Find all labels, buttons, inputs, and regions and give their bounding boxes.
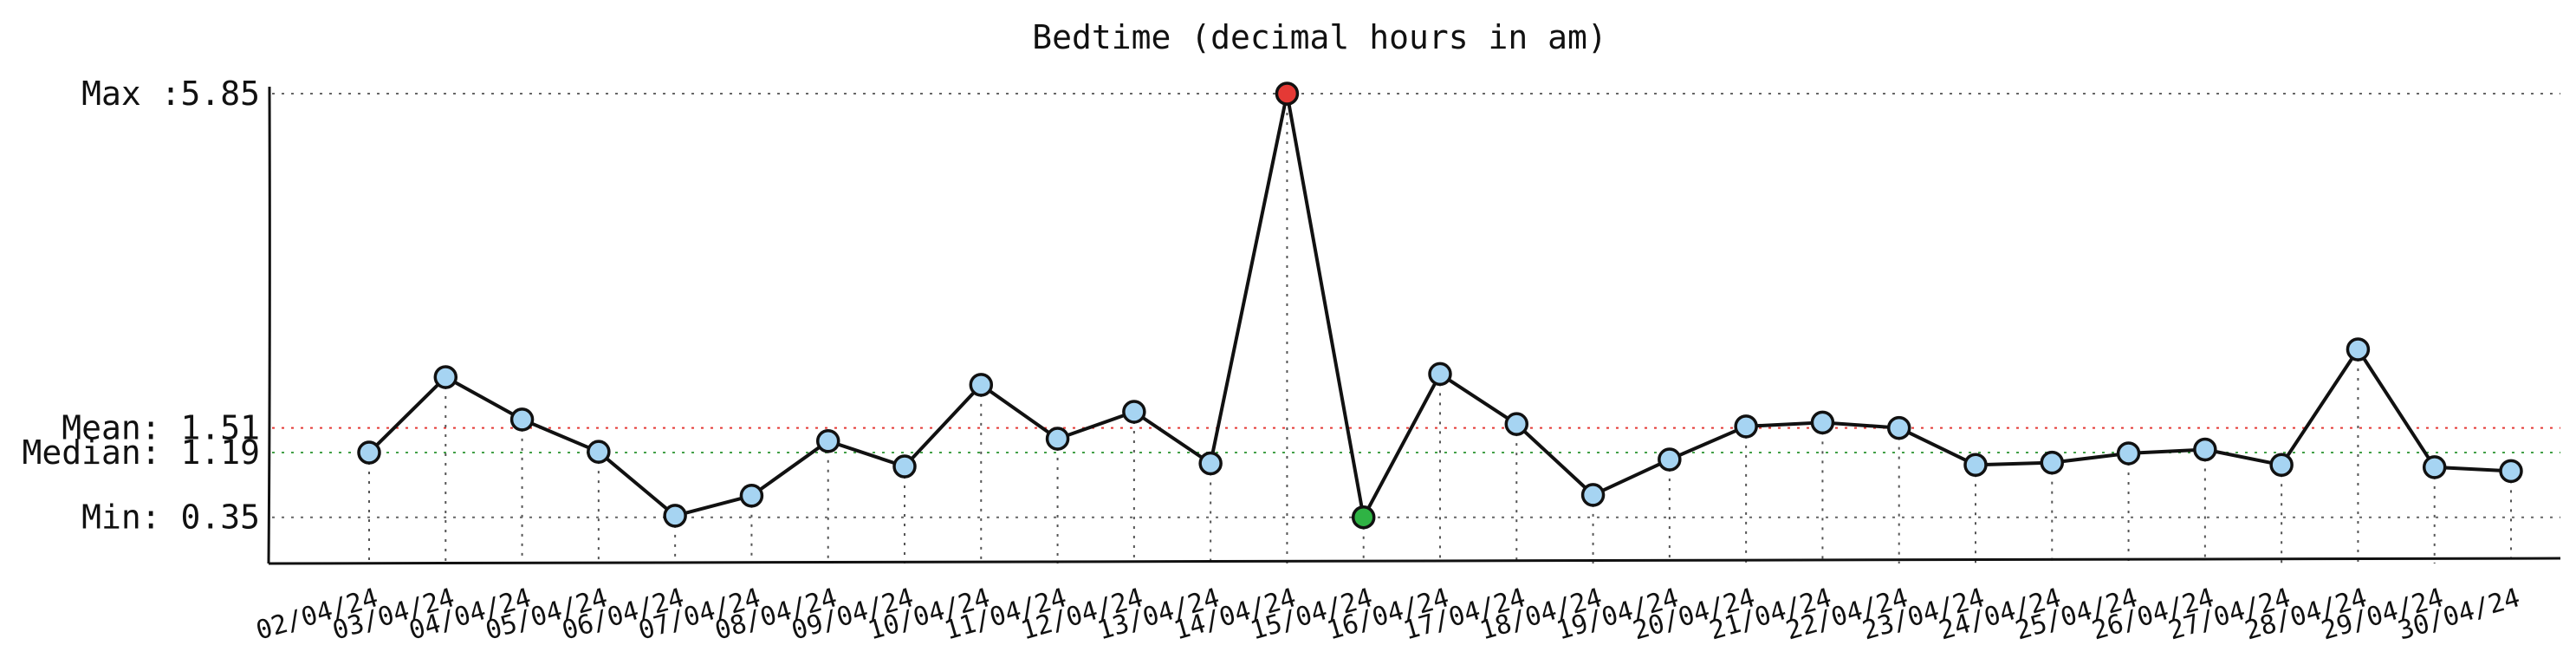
data-point [2116, 441, 2141, 466]
data-point [1045, 427, 1070, 451]
data-point [1428, 362, 1452, 387]
max-point [1275, 81, 1300, 106]
data-point [587, 440, 611, 464]
reference-label-1: Mean: 1.51 [62, 409, 260, 447]
min-point [1351, 505, 1376, 530]
data-point [2346, 337, 2371, 362]
data-point [1658, 447, 1682, 472]
data-point [2269, 453, 2294, 478]
data-point [1198, 451, 1223, 476]
x-axis-line [268, 557, 2561, 565]
data-point [509, 407, 535, 432]
data-point [892, 454, 917, 479]
data-points [357, 81, 2523, 530]
data-point [2499, 459, 2523, 484]
data-point [969, 373, 994, 397]
data-point [1122, 400, 1146, 424]
series-line [367, 92, 2512, 519]
data-point [1580, 483, 1606, 507]
data-point [1504, 412, 1529, 436]
chart-title: Bedtime (decimal hours in am) [1032, 18, 1606, 56]
data-point [663, 504, 687, 528]
vertical-gridlines [368, 94, 2512, 564]
data-point [1963, 453, 1988, 478]
data-point [2422, 455, 2447, 479]
data-point [2193, 437, 2217, 462]
data-point [739, 484, 764, 508]
bedtime-series [367, 92, 2512, 519]
data-point [1810, 410, 1835, 435]
reference-label-0: Max :5.85 [81, 75, 260, 113]
data-point [357, 440, 381, 465]
x-tick-labels: 02/04/2403/04/2404/04/2405/04/2406/04/24… [253, 583, 2524, 645]
data-point [815, 428, 840, 453]
data-point [433, 365, 458, 389]
axes [267, 86, 2561, 565]
data-point [1886, 415, 1911, 440]
reference-label-2: Median: 1.19 [22, 433, 260, 472]
data-point [2040, 450, 2065, 475]
data-point [1734, 414, 1758, 439]
reference-label-3: Min: 0.35 [81, 498, 260, 537]
